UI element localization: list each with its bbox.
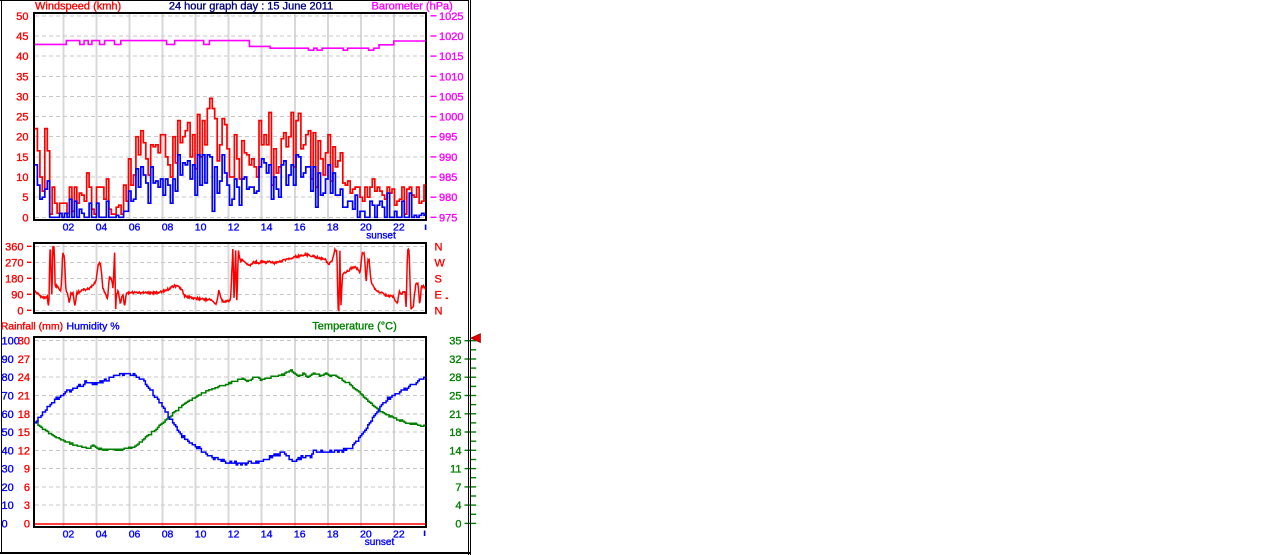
svg-text:Humidity %: Humidity % bbox=[67, 321, 120, 333]
svg-text:S: S bbox=[435, 273, 442, 285]
svg-text:02: 02 bbox=[63, 222, 75, 234]
svg-text:990: 990 bbox=[439, 152, 457, 164]
svg-text:90: 90 bbox=[2, 354, 14, 366]
svg-text:6: 6 bbox=[24, 482, 30, 494]
svg-text:985: 985 bbox=[439, 172, 457, 184]
svg-text:18: 18 bbox=[327, 529, 339, 541]
svg-text:Windspeed (kmh): Windspeed (kmh) bbox=[35, 1, 121, 13]
svg-text:sunset: sunset bbox=[366, 231, 396, 242]
svg-text:1015: 1015 bbox=[439, 51, 463, 63]
svg-text:06: 06 bbox=[129, 529, 141, 541]
svg-text:60: 60 bbox=[2, 409, 14, 421]
svg-text:975: 975 bbox=[439, 212, 457, 224]
svg-text:11: 11 bbox=[450, 464, 461, 476]
svg-text:Barometer (hPa): Barometer (hPa) bbox=[372, 1, 453, 13]
svg-text:06: 06 bbox=[129, 222, 141, 234]
svg-text:20: 20 bbox=[2, 482, 14, 494]
svg-text:30: 30 bbox=[18, 336, 30, 348]
svg-text:0: 0 bbox=[24, 518, 30, 530]
svg-text:02: 02 bbox=[63, 529, 75, 541]
svg-text:30: 30 bbox=[2, 464, 14, 476]
svg-text:5: 5 bbox=[22, 192, 28, 204]
svg-text:995: 995 bbox=[439, 132, 457, 144]
svg-text:18: 18 bbox=[18, 409, 30, 421]
svg-text:35: 35 bbox=[16, 71, 28, 83]
svg-text:24: 24 bbox=[18, 372, 30, 384]
svg-text:40: 40 bbox=[2, 445, 14, 457]
svg-text:15: 15 bbox=[16, 152, 28, 164]
svg-text:9: 9 bbox=[24, 464, 30, 476]
svg-text:30: 30 bbox=[16, 91, 28, 103]
svg-text:0: 0 bbox=[2, 518, 8, 530]
svg-text:28: 28 bbox=[449, 372, 461, 384]
svg-text:22: 22 bbox=[393, 529, 405, 541]
svg-text:25: 25 bbox=[449, 391, 461, 403]
svg-text:45: 45 bbox=[16, 31, 28, 43]
svg-text:04: 04 bbox=[96, 529, 108, 541]
svg-text:24 hour graph day : 15 June 20: 24 hour graph day : 15 June 2011 bbox=[169, 1, 333, 13]
svg-text:20: 20 bbox=[360, 529, 372, 541]
svg-text:360: 360 bbox=[5, 241, 23, 253]
svg-text:100: 100 bbox=[2, 336, 20, 348]
svg-text:70: 70 bbox=[2, 391, 14, 403]
svg-text:08: 08 bbox=[162, 222, 174, 234]
svg-text:27: 27 bbox=[18, 354, 30, 366]
svg-text:3: 3 bbox=[24, 500, 30, 512]
svg-text:980: 980 bbox=[439, 192, 457, 204]
svg-text:16: 16 bbox=[294, 222, 306, 234]
svg-text:10: 10 bbox=[16, 172, 28, 184]
svg-text:14: 14 bbox=[261, 222, 273, 234]
svg-text:0: 0 bbox=[455, 518, 461, 530]
svg-text:N: N bbox=[435, 241, 443, 253]
svg-text:W: W bbox=[435, 257, 446, 269]
svg-text:10: 10 bbox=[195, 529, 207, 541]
svg-text:Temperature (°C): Temperature (°C) bbox=[312, 321, 396, 333]
svg-text:50: 50 bbox=[2, 427, 14, 439]
svg-text:25: 25 bbox=[16, 112, 28, 124]
svg-text:1025: 1025 bbox=[439, 11, 463, 23]
svg-text:12: 12 bbox=[228, 222, 240, 234]
svg-text:14: 14 bbox=[449, 445, 461, 457]
svg-text:1020: 1020 bbox=[439, 31, 463, 43]
svg-text:18: 18 bbox=[327, 222, 339, 234]
svg-text:Rainfall (mm): Rainfall (mm) bbox=[1, 321, 63, 333]
svg-text:E: E bbox=[435, 289, 442, 301]
svg-text:10: 10 bbox=[2, 500, 14, 512]
svg-text:90: 90 bbox=[11, 289, 23, 301]
svg-text:35: 35 bbox=[449, 336, 461, 348]
svg-text:21: 21 bbox=[449, 409, 461, 421]
svg-text:270: 270 bbox=[5, 257, 23, 269]
svg-text:1010: 1010 bbox=[439, 71, 463, 83]
svg-text:20: 20 bbox=[360, 222, 372, 234]
svg-text:4: 4 bbox=[455, 500, 461, 512]
svg-text:15: 15 bbox=[18, 427, 30, 439]
svg-text:18: 18 bbox=[449, 427, 461, 439]
svg-text:80: 80 bbox=[2, 372, 14, 384]
svg-text:04: 04 bbox=[96, 222, 108, 234]
svg-text:10: 10 bbox=[195, 222, 207, 234]
svg-text:14: 14 bbox=[261, 529, 273, 541]
svg-text:12: 12 bbox=[228, 529, 240, 541]
svg-text:1005: 1005 bbox=[439, 91, 463, 103]
svg-text:12: 12 bbox=[18, 445, 30, 457]
svg-text:40: 40 bbox=[16, 51, 28, 63]
svg-text:0: 0 bbox=[22, 212, 28, 224]
svg-text:16: 16 bbox=[294, 529, 306, 541]
svg-text:N: N bbox=[435, 305, 443, 317]
svg-text:50: 50 bbox=[16, 11, 28, 23]
svg-text:20: 20 bbox=[16, 132, 28, 144]
svg-text:22: 22 bbox=[393, 222, 405, 234]
svg-text:0: 0 bbox=[17, 305, 23, 317]
svg-text:180: 180 bbox=[5, 273, 23, 285]
svg-text:sunset: sunset bbox=[365, 537, 395, 548]
svg-text:1000: 1000 bbox=[439, 112, 463, 124]
svg-text:32: 32 bbox=[449, 354, 461, 366]
svg-text:08: 08 bbox=[162, 529, 174, 541]
svg-text:7: 7 bbox=[455, 482, 461, 494]
svg-text:21: 21 bbox=[18, 391, 30, 403]
